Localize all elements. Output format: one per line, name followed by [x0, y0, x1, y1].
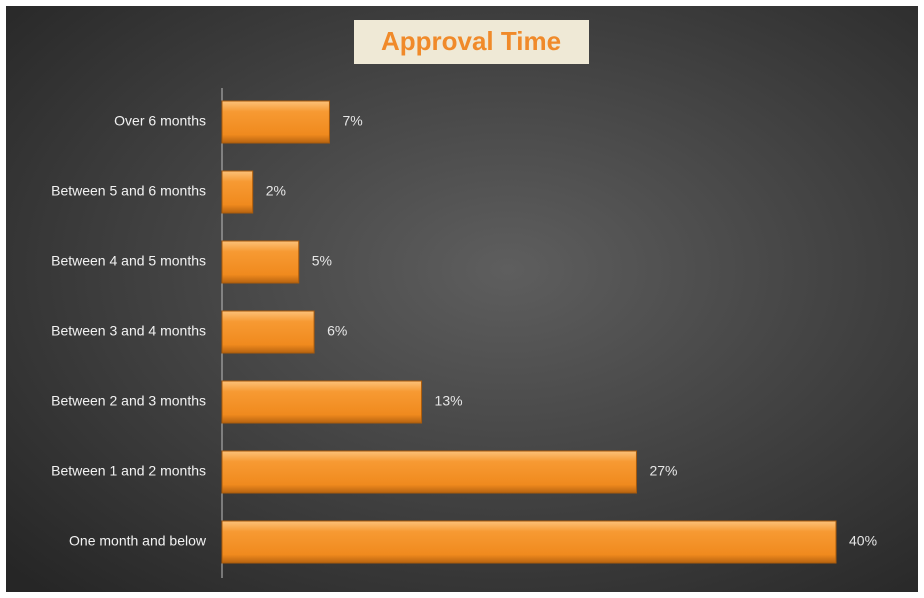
- data-label: 7%: [342, 113, 362, 129]
- y-tick-label: Between 3 and 4 months: [51, 323, 206, 339]
- y-tick-label: Between 1 and 2 months: [51, 463, 206, 479]
- data-label: 6%: [327, 323, 347, 339]
- title-box: [354, 20, 589, 64]
- data-label: 27%: [649, 463, 677, 479]
- data-label: 5%: [312, 253, 332, 269]
- bar: [221, 310, 315, 354]
- y-tick-label: Between 5 and 6 months: [51, 183, 206, 199]
- bar: [221, 520, 837, 564]
- data-label: 2%: [266, 183, 286, 199]
- y-tick-label: Between 2 and 3 months: [51, 393, 206, 409]
- y-tick-label: One month and below: [69, 533, 207, 549]
- chart-title: Approval Time: [381, 26, 561, 56]
- bar: [221, 240, 300, 284]
- chart-background: [6, 6, 918, 592]
- y-tick-label: Over 6 months: [114, 113, 206, 129]
- data-label: 13%: [435, 393, 463, 409]
- bar: [221, 380, 423, 424]
- bar: [221, 100, 330, 144]
- bar: [221, 450, 637, 494]
- data-label: 40%: [849, 533, 877, 549]
- y-tick-label: Between 4 and 5 months: [51, 253, 206, 269]
- bar: [221, 170, 254, 214]
